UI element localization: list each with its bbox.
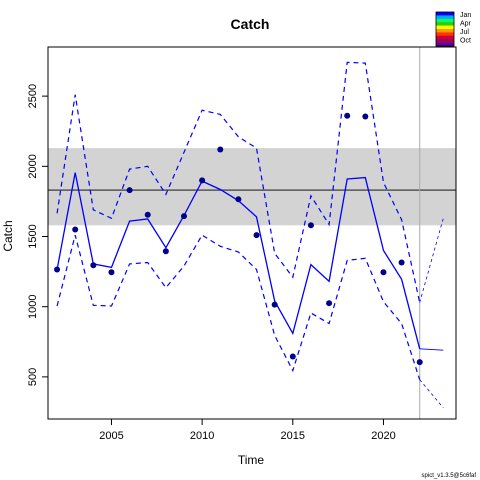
y-axis-label: Catch [1, 220, 15, 251]
observed-catch-point [416, 359, 423, 366]
legend-month-label: Apr [460, 21, 472, 28]
observed-catch-point [235, 196, 242, 203]
observed-catch-point [380, 269, 387, 276]
x-tick-label: 2005 [99, 430, 123, 442]
observed-catch-point [326, 300, 333, 307]
plot-frame [47, 46, 457, 420]
observed-catch-point [307, 222, 314, 229]
observed-catch-point [181, 213, 187, 220]
observed-catch-point [144, 211, 151, 218]
y-tick-label: 1000 [27, 294, 39, 318]
forecast-line [419, 348, 444, 351]
x-axis-label: Time [238, 453, 265, 467]
chart-title: Catch [231, 16, 270, 32]
observed-catch-point [398, 259, 405, 266]
legend-month-label: Jul [460, 29, 469, 36]
legend-month-label: Oct [460, 38, 471, 45]
observed-catch-point [344, 112, 351, 119]
forecast-upper-ci-line [419, 218, 444, 303]
legend-gradient-swatch [436, 35, 454, 40]
y-tick-label: 2500 [27, 84, 39, 108]
x-tick-label: 2020 [371, 430, 395, 442]
fitted-lower-ci-line [56, 234, 421, 380]
observed-catch-point [253, 232, 260, 239]
observed-catch-point [162, 248, 169, 255]
observed-catch-point [362, 113, 369, 120]
observed-catch-point [126, 187, 133, 194]
observed-catch-point [108, 269, 115, 276]
legend-gradient-swatch [436, 15, 454, 20]
observed-catch-point [90, 262, 97, 269]
y-tick-label: 1500 [27, 224, 39, 248]
observed-catch-point [54, 266, 61, 273]
legend-gradient-swatch [436, 39, 454, 43]
legend-gradient-swatch [436, 22, 454, 26]
y-tick-label: 500 [27, 368, 39, 386]
fitted-upper-ci-line [56, 61, 421, 303]
legend-gradient-swatch [436, 42, 454, 47]
x-tick-label: 2015 [281, 430, 305, 442]
version-footnote: spict_v1.3.5@5c6faf [422, 473, 477, 479]
legend-gradient-swatch [436, 29, 454, 33]
observed-catch-point [271, 301, 278, 308]
forecast-lower-ci-line [419, 379, 444, 409]
observed-catch-point [289, 353, 296, 360]
legend-box [435, 11, 455, 47]
legend-month-label: Jan [460, 12, 471, 19]
observed-catch-point [72, 226, 79, 233]
observed-catch-point [217, 146, 224, 153]
plot-area: 2005 2010 2015 2020 500 1000 1500 2000 2500 [27, 46, 457, 442]
legend-gradient-swatch [436, 25, 454, 30]
legend-gradient-swatch [436, 18, 454, 23]
y-tick-label: 2000 [27, 154, 39, 178]
x-tick-label: 2010 [190, 430, 214, 442]
legend-gradient-swatch [436, 32, 454, 37]
observed-catch-point [199, 177, 206, 184]
legend-gradient-swatch [436, 12, 454, 16]
